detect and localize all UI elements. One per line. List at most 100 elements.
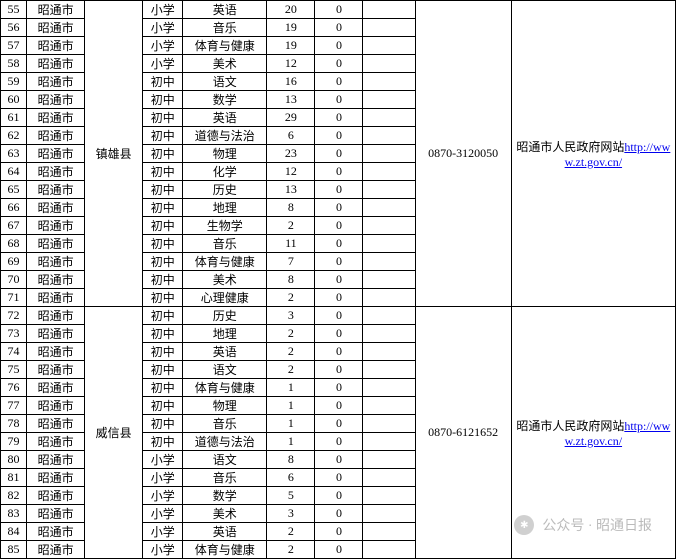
subject: 英语 <box>183 109 267 127</box>
blank-cell <box>363 217 415 235</box>
row-index: 80 <box>1 451 27 469</box>
stage: 小学 <box>143 1 183 19</box>
row-index: 56 <box>1 19 27 37</box>
subject: 音乐 <box>183 415 267 433</box>
subject: 历史 <box>183 181 267 199</box>
subject: 语文 <box>183 73 267 91</box>
city: 昭通市 <box>27 55 85 73</box>
subject: 语文 <box>183 451 267 469</box>
city: 昭通市 <box>27 235 85 253</box>
subject: 数学 <box>183 91 267 109</box>
stage: 小学 <box>143 487 183 505</box>
blank-cell <box>363 109 415 127</box>
count-2: 0 <box>315 19 363 37</box>
city: 昭通市 <box>27 181 85 199</box>
row-index: 72 <box>1 307 27 325</box>
row-index: 59 <box>1 73 27 91</box>
city: 昭通市 <box>27 145 85 163</box>
stage: 初中 <box>143 181 183 199</box>
city: 昭通市 <box>27 415 85 433</box>
count-1: 11 <box>267 235 315 253</box>
count-2: 0 <box>315 415 363 433</box>
subject: 心理健康 <box>183 289 267 307</box>
count-1: 2 <box>267 289 315 307</box>
count-1: 2 <box>267 361 315 379</box>
row-index: 73 <box>1 325 27 343</box>
count-2: 0 <box>315 361 363 379</box>
data-table: 55昭通市镇雄县小学英语2000870-3120050昭通市人民政府网站http… <box>0 0 676 559</box>
count-1: 2 <box>267 523 315 541</box>
subject: 英语 <box>183 1 267 19</box>
count-1: 12 <box>267 163 315 181</box>
city: 昭通市 <box>27 325 85 343</box>
stage: 小学 <box>143 451 183 469</box>
stage: 初中 <box>143 217 183 235</box>
row-index: 60 <box>1 91 27 109</box>
count-2: 0 <box>315 253 363 271</box>
row-index: 62 <box>1 127 27 145</box>
city: 昭通市 <box>27 163 85 181</box>
count-2: 0 <box>315 325 363 343</box>
stage: 初中 <box>143 325 183 343</box>
phone: 0870-6121652 <box>415 307 511 559</box>
row-index: 61 <box>1 109 27 127</box>
subject: 音乐 <box>183 19 267 37</box>
blank-cell <box>363 325 415 343</box>
row-index: 68 <box>1 235 27 253</box>
count-1: 12 <box>267 55 315 73</box>
stage: 初中 <box>143 307 183 325</box>
subject: 美术 <box>183 55 267 73</box>
count-2: 0 <box>315 271 363 289</box>
count-1: 8 <box>267 271 315 289</box>
website[interactable]: 昭通市人民政府网站http://www.zt.gov.cn/ <box>511 307 675 559</box>
website[interactable]: 昭通市人民政府网站http://www.zt.gov.cn/ <box>511 1 675 307</box>
stage: 初中 <box>143 145 183 163</box>
city: 昭通市 <box>27 199 85 217</box>
blank-cell <box>363 91 415 109</box>
count-2: 0 <box>315 343 363 361</box>
row-index: 81 <box>1 469 27 487</box>
city: 昭通市 <box>27 523 85 541</box>
blank-cell <box>363 451 415 469</box>
city: 昭通市 <box>27 91 85 109</box>
row-index: 82 <box>1 487 27 505</box>
blank-cell <box>363 145 415 163</box>
count-2: 0 <box>315 73 363 91</box>
row-index: 55 <box>1 1 27 19</box>
city: 昭通市 <box>27 397 85 415</box>
subject: 道德与法治 <box>183 433 267 451</box>
blank-cell <box>363 307 415 325</box>
stage: 初中 <box>143 73 183 91</box>
blank-cell <box>363 127 415 145</box>
blank-cell <box>363 397 415 415</box>
count-2: 0 <box>315 109 363 127</box>
row-index: 75 <box>1 361 27 379</box>
row-index: 70 <box>1 271 27 289</box>
blank-cell <box>363 343 415 361</box>
city: 昭通市 <box>27 127 85 145</box>
blank-cell <box>363 469 415 487</box>
count-2: 0 <box>315 217 363 235</box>
blank-cell <box>363 37 415 55</box>
subject: 语文 <box>183 361 267 379</box>
blank-cell <box>363 181 415 199</box>
stage: 初中 <box>143 361 183 379</box>
count-2: 0 <box>315 379 363 397</box>
county: 镇雄县 <box>85 1 143 307</box>
subject: 道德与法治 <box>183 127 267 145</box>
stage: 小学 <box>143 55 183 73</box>
blank-cell <box>363 253 415 271</box>
subject: 地理 <box>183 199 267 217</box>
blank-cell <box>363 55 415 73</box>
subject: 音乐 <box>183 235 267 253</box>
city: 昭通市 <box>27 289 85 307</box>
stage: 小学 <box>143 19 183 37</box>
stage: 初中 <box>143 127 183 145</box>
stage: 初中 <box>143 415 183 433</box>
stage: 初中 <box>143 397 183 415</box>
row-index: 63 <box>1 145 27 163</box>
city: 昭通市 <box>27 433 85 451</box>
stage: 初中 <box>143 433 183 451</box>
subject: 生物学 <box>183 217 267 235</box>
city: 昭通市 <box>27 343 85 361</box>
